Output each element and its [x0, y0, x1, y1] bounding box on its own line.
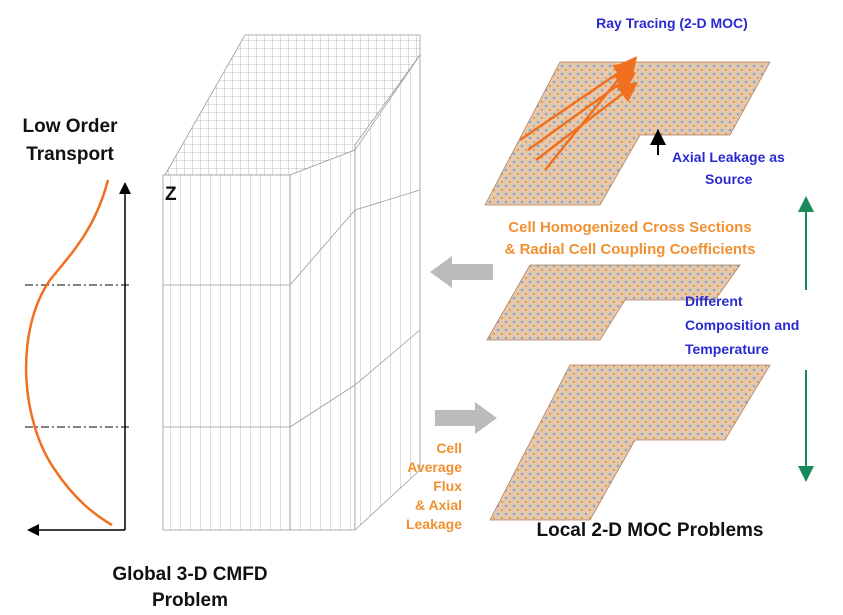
label: Flux [433, 478, 462, 494]
rays [519, 56, 638, 171]
arrow-right [435, 402, 497, 434]
label: Composition and [685, 317, 799, 333]
label: Cell Homogenized Cross Sections [508, 219, 751, 236]
label: Average [407, 459, 462, 475]
moc-planes [484, 61, 771, 521]
label: Transport [26, 144, 114, 165]
label: Ray Tracing (2-D MOC) [596, 15, 748, 31]
label: & Radial Cell Coupling Coefficients [505, 241, 756, 258]
label: Different [685, 293, 743, 309]
label: Leakage [406, 516, 462, 532]
arrow-left [430, 256, 493, 288]
label: Problem [152, 590, 228, 611]
label: Local 2-D MOC Problems [537, 520, 764, 541]
label: Z [165, 184, 177, 205]
label: Global 3-D CMFD [112, 564, 267, 585]
axial-profile [24, 179, 131, 536]
label: Axial Leakage as [672, 149, 785, 165]
label: Cell [436, 440, 462, 456]
label: Temperature [685, 341, 769, 357]
label: Source [705, 171, 753, 187]
cmfd-block [162, 34, 421, 531]
label: & Axial [415, 497, 462, 513]
label: Low Order [22, 116, 118, 137]
